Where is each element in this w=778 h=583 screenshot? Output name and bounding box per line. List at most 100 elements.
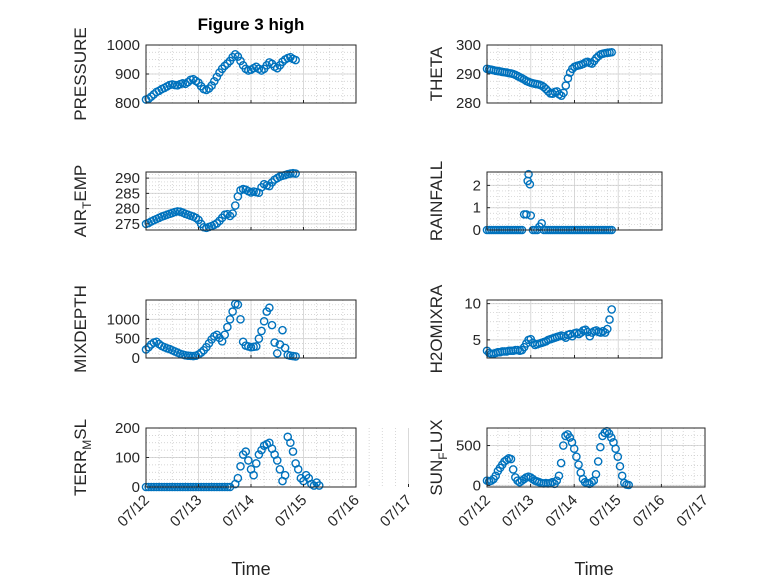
data-point xyxy=(267,320,277,330)
x-tick-label: 07/16 xyxy=(324,492,363,531)
data-point xyxy=(228,307,237,316)
subplot-6: 5 10 H2OMIXRA xyxy=(427,284,663,373)
x-tick-label: 07/16 xyxy=(630,492,669,531)
data-point xyxy=(506,454,516,464)
data-point xyxy=(554,90,564,99)
y-axis-label-tail: SL xyxy=(71,419,90,440)
data-point xyxy=(554,471,564,481)
data-point xyxy=(293,464,303,474)
data-point xyxy=(522,210,531,219)
data-point xyxy=(526,211,536,220)
data-point xyxy=(559,441,568,450)
data-point xyxy=(587,59,597,68)
data-point xyxy=(524,169,533,179)
y-axis-label-tail: LUX xyxy=(427,419,446,452)
data-point xyxy=(574,460,583,469)
y-tick-label: 1000 xyxy=(107,311,140,328)
data-point xyxy=(519,75,529,84)
y-tick-label: 5 xyxy=(473,332,481,349)
data-point xyxy=(596,442,605,452)
data-point xyxy=(607,305,616,314)
data-point xyxy=(146,92,156,101)
subplot-2: 280 290 300 THETA xyxy=(427,37,663,112)
data-point xyxy=(207,81,216,90)
x-axis-label-left: Time xyxy=(231,559,270,579)
y-axis-label: RAINFALL xyxy=(427,161,446,241)
data-point xyxy=(502,455,511,465)
subplot-1: 800 900 1000 PRESSURE xyxy=(71,27,357,121)
y-axis-label: H2OMIXRA xyxy=(427,284,446,373)
y-tick-label: 280 xyxy=(456,95,481,112)
data-point xyxy=(624,480,634,490)
data-point xyxy=(152,337,161,347)
data-point xyxy=(606,433,616,442)
data-point xyxy=(291,55,300,65)
data-point xyxy=(556,458,566,468)
y-axis-label-subscript: M xyxy=(80,440,94,450)
data-point xyxy=(270,338,279,347)
x-tick-label: 07/13 xyxy=(167,492,206,531)
data-point xyxy=(541,84,551,94)
y-tick-label: 100 xyxy=(115,450,140,467)
data-point xyxy=(561,431,570,441)
data-point xyxy=(236,315,245,324)
data-point xyxy=(228,209,237,218)
data-point xyxy=(291,352,300,361)
data-point xyxy=(212,218,222,228)
data-point xyxy=(259,316,269,326)
data-point xyxy=(225,315,235,324)
y-tick-label: 0 xyxy=(132,350,140,367)
data-point xyxy=(491,471,501,481)
x-tick-label: 07/17 xyxy=(673,492,712,531)
data-point xyxy=(233,300,243,309)
data-point xyxy=(196,348,206,357)
data-point xyxy=(249,470,258,480)
data-point xyxy=(539,82,549,92)
y-axis-label-main: AIR xyxy=(71,209,90,237)
data-point xyxy=(615,461,625,471)
data-point xyxy=(272,349,282,358)
subplot-8: 0 500 07/12 07/13 07/14 07/15 07/16 07/17 SUNFLU… xyxy=(427,419,712,530)
data-point xyxy=(552,476,562,485)
data-point xyxy=(607,47,616,57)
data-point xyxy=(598,326,608,336)
data-point xyxy=(605,315,614,324)
data-point xyxy=(525,179,535,189)
y-tick-label: 275 xyxy=(115,216,140,233)
data-point xyxy=(265,303,274,313)
y-tick-label: 2 xyxy=(473,177,481,194)
y-tick-label: 290 xyxy=(456,66,481,83)
data-point xyxy=(241,447,251,456)
data-point xyxy=(291,169,300,178)
y-axis-label-tail: EMP xyxy=(71,165,90,202)
x-tick-label: 07/12 xyxy=(114,492,153,531)
x-tick-label: 07/14 xyxy=(542,492,581,531)
data-point xyxy=(593,457,603,466)
data-point xyxy=(191,213,201,223)
data-point xyxy=(565,433,575,442)
y-axis-label-main: TERR xyxy=(71,450,90,496)
data-point xyxy=(587,477,596,487)
data-point xyxy=(548,477,557,487)
data-point xyxy=(267,178,277,187)
figure-title: Figure 3 high xyxy=(198,15,305,34)
data-point xyxy=(230,49,240,59)
y-tick-label: 500 xyxy=(115,331,140,348)
y-tick-label: 1000 xyxy=(107,37,140,54)
y-axis-label: MIXDEPTH xyxy=(71,285,90,373)
data-point xyxy=(220,61,230,71)
y-tick-label: 10 xyxy=(464,296,481,313)
subplot-7: 0 100 200 07/12 07/13 07/14 07/15 07/16 07/17 TER… xyxy=(71,419,415,530)
y-axis-label: THETA xyxy=(427,46,446,101)
y-tick-label: 1 xyxy=(473,200,481,217)
data-point xyxy=(254,450,264,459)
data-point xyxy=(591,469,601,479)
data-point xyxy=(286,438,295,448)
data-point xyxy=(254,334,264,343)
data-point xyxy=(236,56,245,66)
y-axis-label: PRESSURE xyxy=(71,27,90,121)
y-axis-label-subscript: T xyxy=(80,201,94,209)
data-point xyxy=(508,465,518,474)
data-point xyxy=(225,211,235,221)
